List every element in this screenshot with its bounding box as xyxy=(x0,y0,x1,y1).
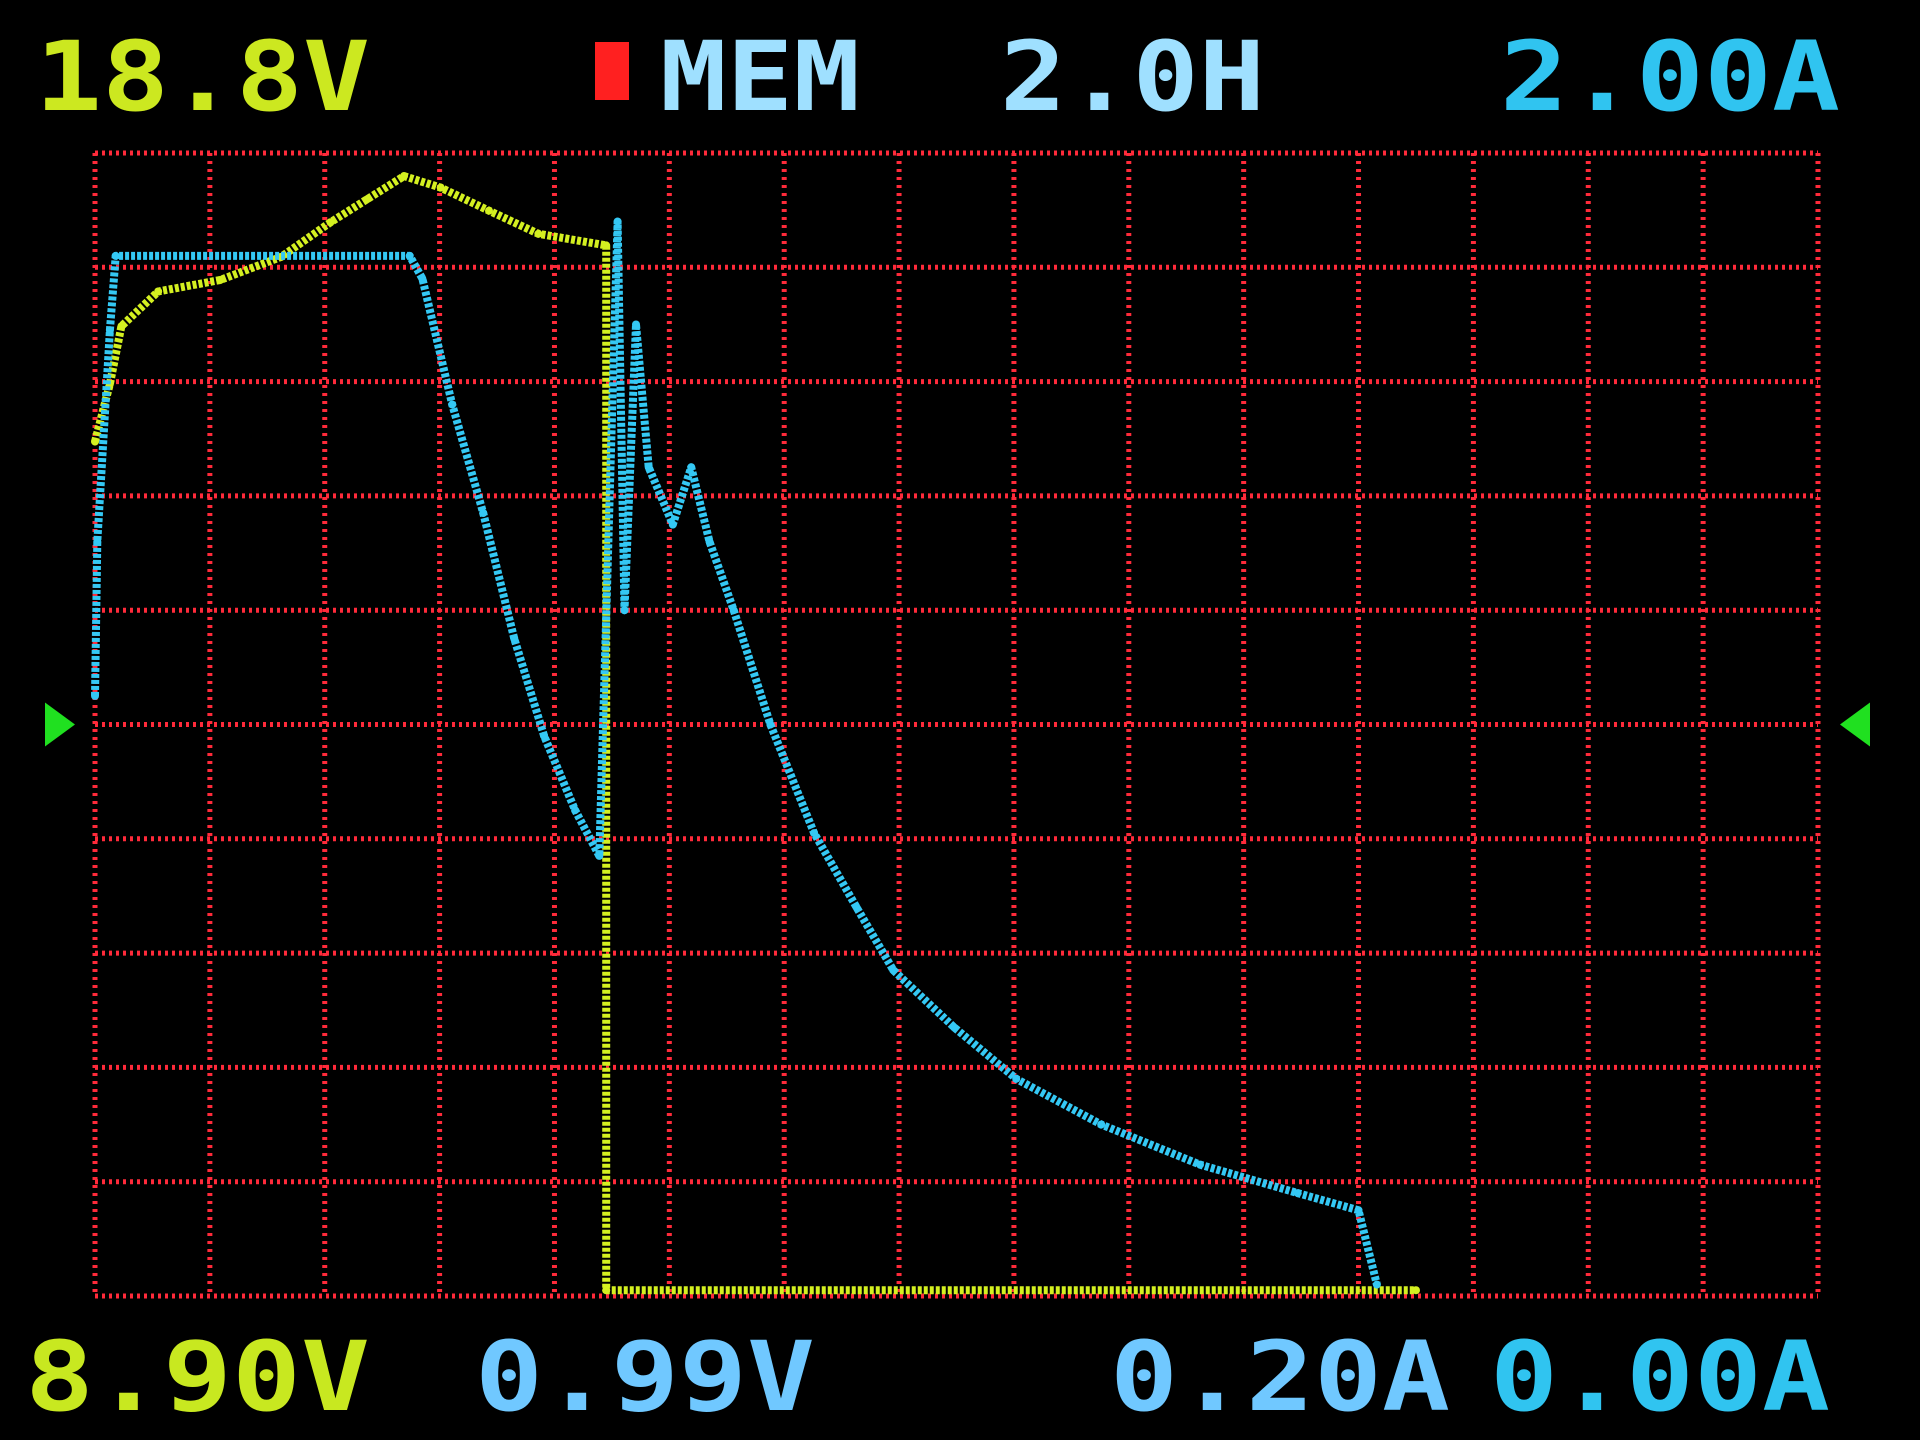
current-data-point xyxy=(729,606,738,615)
current-data-point xyxy=(111,251,120,260)
arrow-marker-icon xyxy=(1840,702,1870,747)
current-reading-label: 0.20A xyxy=(1110,1321,1450,1433)
current-data-point xyxy=(418,274,427,283)
current-data-point xyxy=(93,537,102,546)
current-data-point xyxy=(405,251,414,260)
current-data-point xyxy=(540,731,549,740)
current-data-point xyxy=(613,217,622,226)
current-data-point xyxy=(766,720,775,729)
time-span-label: 2.0H xyxy=(1000,21,1265,133)
current-data-point xyxy=(852,903,861,912)
current-data-point xyxy=(620,606,629,615)
current-data-point xyxy=(632,320,640,329)
voltage-data-point xyxy=(602,241,611,250)
voltage-data-point xyxy=(436,183,445,192)
current-data-point xyxy=(91,691,99,700)
level-markers xyxy=(45,702,1870,747)
current-data-point xyxy=(1196,1160,1204,1169)
current-max-label: 2.00A xyxy=(1500,21,1840,133)
voltage-trace xyxy=(91,172,1416,1295)
current-min-label: 0.00A xyxy=(1490,1321,1830,1433)
voltage-data-point xyxy=(216,276,225,284)
voltage-data-point xyxy=(400,172,408,181)
current-data-point xyxy=(889,966,898,975)
voltage-data-point xyxy=(91,437,99,446)
current-data-point xyxy=(105,326,114,335)
current-data-point xyxy=(1097,1120,1106,1129)
current-data-point xyxy=(1293,1189,1302,1198)
current-data-point xyxy=(810,829,819,838)
current-data-point xyxy=(668,520,677,529)
current-data-point xyxy=(479,509,488,517)
current-data-point xyxy=(595,851,604,860)
current-data-point xyxy=(644,463,653,472)
voltage-data-point xyxy=(1412,1286,1420,1295)
current-data-point xyxy=(1372,1280,1381,1289)
current-data-point xyxy=(1354,1206,1363,1215)
voltage-data-point xyxy=(485,206,493,215)
voltage-data-point xyxy=(326,218,335,227)
red-square-icon xyxy=(595,42,629,100)
voltage-data-point xyxy=(363,195,372,204)
mode-label: MEM xyxy=(660,21,860,133)
voltage-reading-label: 0.99V xyxy=(475,1321,815,1433)
current-data-point xyxy=(571,806,580,815)
current-data-point xyxy=(448,400,457,409)
voltage-data-point xyxy=(154,287,163,296)
current-data-point xyxy=(950,1023,959,1032)
current-data-point xyxy=(1012,1074,1021,1083)
voltage-data-point xyxy=(602,1286,611,1295)
plot-traces xyxy=(91,172,1420,1295)
arrow-marker-icon xyxy=(45,702,75,747)
current-data-point xyxy=(510,634,519,643)
voltage-min-label: 8.90V xyxy=(25,1321,370,1433)
voltage-max-label: 18.8V xyxy=(35,21,370,133)
plot-grid xyxy=(92,150,1821,1299)
voltage-data-point xyxy=(117,322,126,331)
voltage-data-point xyxy=(534,229,543,238)
current-data-point xyxy=(687,463,696,472)
current-data-point xyxy=(705,537,714,546)
